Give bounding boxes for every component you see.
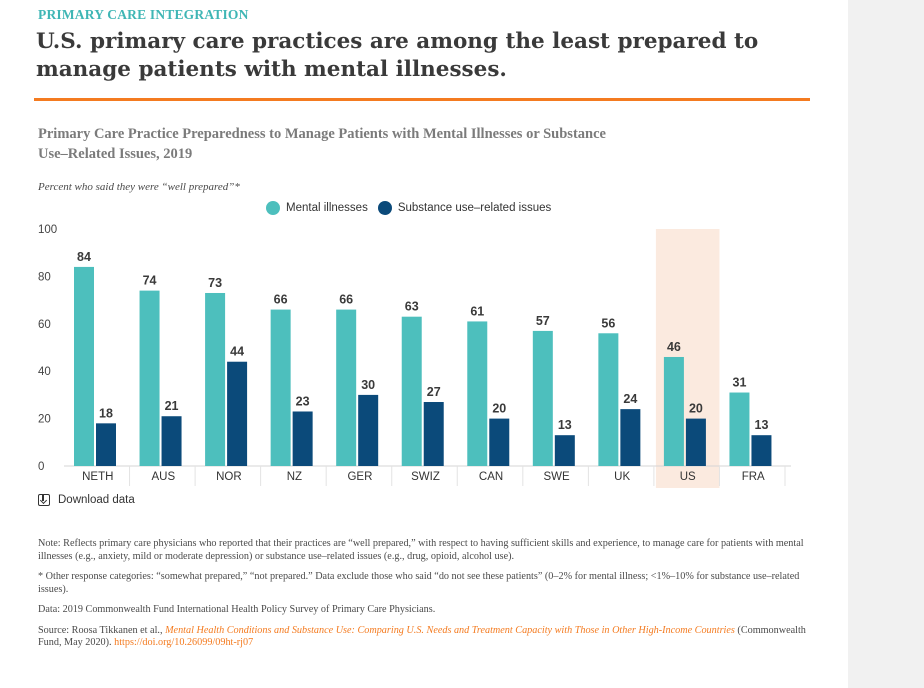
bar-us-substance (685, 418, 706, 466)
x-category-label-swiz: SWIZ (411, 471, 440, 483)
section-kicker: PRIMARY CARE INTEGRATION (38, 7, 249, 22)
legend-swatch-mental-illnesses (266, 201, 280, 215)
x-category-label-ger: GER (347, 471, 372, 483)
download-data-button[interactable]: Download data (38, 494, 135, 506)
legend-item-substance-use: Substance use–related issues (377, 201, 552, 215)
source-prefix: Source: Roosa Tikkanen et al., (38, 624, 166, 636)
x-category-label-can: CAN (479, 471, 503, 483)
bar-ger-mental (336, 309, 357, 466)
x-category-label-uk: UK (614, 471, 630, 483)
legend-swatch-substance-use (377, 201, 392, 215)
source-citation: Source: Roosa Tikkanen et al., Mental He… (38, 625, 808, 650)
data-source-text: Data: 2019 Commonwealth Fund Internation… (38, 604, 436, 615)
bar-fra-substance (751, 435, 772, 466)
data-label-nz-substance: 23 (296, 394, 310, 408)
bar-aus-substance (161, 416, 182, 466)
bar-can-mental (467, 321, 488, 466)
y-tick-label-100: 100 (38, 224, 57, 236)
x-category-label-neth: NETH (82, 471, 113, 483)
data-label-ger-substance: 30 (361, 378, 375, 392)
bar-swiz-mental (401, 316, 422, 466)
bar-nor-substance (227, 361, 248, 466)
legend-item-mental-illnesses: Mental illnesses (266, 201, 368, 215)
y-tick-label-0: 0 (38, 461, 44, 473)
data-label-uk-substance: 24 (623, 392, 637, 406)
bar-nz-substance (292, 411, 313, 466)
y-tick-label-20: 20 (38, 414, 51, 426)
data-label-can-mental: 61 (470, 304, 484, 318)
data-label-us-mental: 46 (667, 340, 681, 354)
source-suffix: (Commonwealth Fund, May 2020). (38, 624, 806, 649)
bar-ger-substance (358, 394, 379, 466)
bar-swe-substance (554, 435, 575, 466)
bar-neth-mental (74, 266, 94, 466)
data-label-can-substance: 20 (492, 402, 506, 416)
x-category-label-aus: AUS (151, 471, 175, 483)
chart-title: Primary Care Practice Preparedness to Ma… (38, 126, 606, 162)
data-label-nor-substance: 44 (230, 345, 244, 359)
x-category-label-nor: NOR (216, 471, 242, 483)
x-category-label-swe: SWE (543, 471, 570, 483)
data-label-neth-substance: 18 (99, 406, 113, 420)
page-headline: U.S. primary care practices are among th… (36, 29, 759, 82)
bar-nz-mental (270, 309, 291, 466)
data-label-swe-mental: 57 (536, 314, 550, 328)
data-label-us-substance: 20 (689, 402, 703, 416)
bar-uk-mental (598, 333, 619, 466)
bar-chart: 0 20 40 60 80 100 84 18 NETH 74 21 AUS 73 44 NOR 66 23 NZ… (38, 224, 791, 488)
bar-nor-mental (205, 292, 226, 466)
download-icon (38, 494, 50, 506)
x-category-label-us: US (680, 471, 696, 483)
data-label-nz-mental: 66 (274, 293, 288, 307)
data-label-fra-substance: 13 (755, 418, 769, 432)
data-label-uk-mental: 56 (601, 316, 615, 330)
bar-neth-substance (96, 423, 116, 466)
legend-label-substance-use: Substance use–related issues (397, 202, 552, 214)
y-tick-label-40: 40 (38, 366, 51, 378)
data-label-swiz-substance: 27 (427, 385, 441, 399)
source-doi-link[interactable]: https://doi.org/10.26099/09ht-rj07 (114, 637, 254, 648)
data-label-swiz-mental: 63 (405, 300, 419, 314)
data-label-fra-mental: 31 (733, 376, 747, 390)
bar-uk-substance (620, 409, 641, 466)
bar-us-mental (663, 356, 684, 466)
data-label-nor-mental: 73 (208, 276, 222, 290)
chart-legend: Mental illnesses Substance use–related i… (266, 200, 561, 216)
other-responses-text: * Other response categories: “somewhat p… (38, 571, 800, 595)
y-tick-label-60: 60 (38, 319, 51, 331)
bar-swe-mental (532, 330, 553, 466)
download-data-label: Download data (58, 494, 135, 506)
bar-fra-mental (729, 392, 750, 466)
data-label-swe-substance: 13 (558, 418, 572, 432)
data-label-neth-mental: 84 (77, 250, 91, 264)
data-label-ger-mental: 66 (339, 293, 353, 307)
bar-aus-mental (139, 290, 160, 466)
chart-subtitle: Percent who said they were “well prepare… (38, 181, 240, 193)
note-text: Note: Reflects primary care physicians w… (38, 538, 804, 562)
x-category-label-fra: FRA (742, 471, 765, 483)
data-label-aus-substance: 21 (165, 399, 179, 413)
x-category-label-nz: NZ (287, 471, 302, 483)
bar-can-substance (489, 418, 510, 466)
data-label-aus-mental: 74 (143, 274, 157, 288)
orange-divider (34, 98, 810, 101)
chart-notes: Note: Reflects primary care physicians w… (38, 538, 808, 658)
legend-label-mental-illnesses: Mental illnesses (286, 202, 368, 214)
right-side-panel (848, 0, 924, 688)
source-report-link[interactable]: Mental Health Conditions and Substance U… (165, 624, 735, 636)
bar-swiz-substance (423, 402, 444, 466)
y-tick-label-80: 80 (38, 271, 51, 283)
